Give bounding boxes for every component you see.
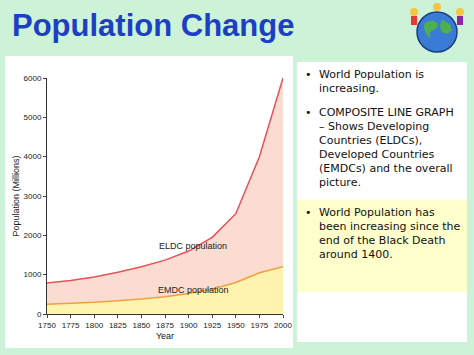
svg-text:3000: 3000 <box>24 192 42 201</box>
svg-text:Year: Year <box>156 331 174 341</box>
svg-text:Population (Millions): Population (Millions) <box>11 155 21 236</box>
html-text:World Population has been incr: World Population has been increasing sin… <box>319 206 461 261</box>
svg-text:5000: 5000 <box>24 113 42 122</box>
svg-text:2000: 2000 <box>24 231 42 240</box>
svg-text:ELDC population: ELDC population <box>159 241 227 251</box>
html-text:World Population is increasing: World Population is increasing. <box>319 68 425 95</box>
svg-text:1000: 1000 <box>24 270 42 279</box>
svg-text:1850: 1850 <box>133 321 151 330</box>
svg-text:1825: 1825 <box>109 321 127 330</box>
svg-text:1975: 1975 <box>251 321 269 330</box>
svg-text:6000: 6000 <box>24 74 42 83</box>
html-text:COMPOSITE LINE GRAPH – Shows D: COMPOSITE LINE GRAPH – Shows Developing … <box>319 106 454 189</box>
svg-text:0: 0 <box>37 310 42 319</box>
svg-text:1750: 1750 <box>38 321 56 330</box>
svg-text:1775: 1775 <box>62 321 80 330</box>
svg-text:1875: 1875 <box>156 321 174 330</box>
svg-text:2000: 2000 <box>274 321 292 330</box>
svg-text:4000: 4000 <box>24 152 42 161</box>
svg-text:1800: 1800 <box>85 321 103 330</box>
svg-text:1900: 1900 <box>180 321 198 330</box>
svg-text:1950: 1950 <box>227 321 245 330</box>
svg-text:1925: 1925 <box>203 321 221 330</box>
html-text:Population Change: Population Change <box>12 8 295 43</box>
svg-text:EMDC population: EMDC population <box>158 285 229 295</box>
